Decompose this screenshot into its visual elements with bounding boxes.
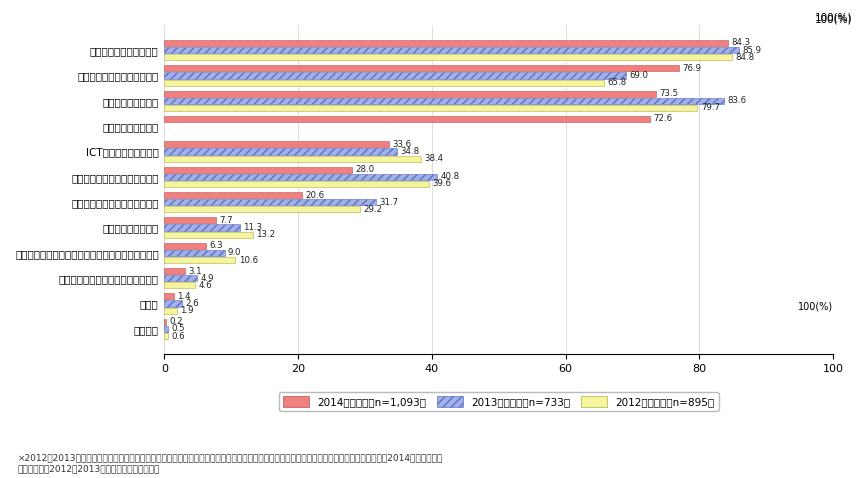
Text: ×2012、2013年度調査では「自治体の人材やノウハウ不足」を「自治体のノウハウ不足」として聞いている。選択肢「財政的に厳しいから」は2014年度調査で新
設: ×2012、2013年度調査では「自治体の人材やノウハウ不足」を「自治体のノウハ… [17,454,442,473]
Text: 31.7: 31.7 [380,198,399,206]
Bar [165,326,167,332]
Text: 100(%): 100(%) [814,15,852,25]
Text: 69.0: 69.0 [629,71,649,80]
Text: 39.6: 39.6 [433,180,452,188]
Text: 100(%): 100(%) [814,12,852,22]
Bar [165,40,728,46]
Text: 2.6: 2.6 [185,299,199,308]
Bar [165,174,437,180]
Text: 65.8: 65.8 [608,78,627,87]
Text: 76.9: 76.9 [682,64,701,73]
Bar [165,257,235,263]
Text: 13.2: 13.2 [256,230,275,239]
Bar [165,232,252,238]
Bar [165,319,166,325]
Bar [165,250,225,256]
Bar [165,268,185,274]
Bar [165,282,195,288]
Bar [165,149,397,154]
Bar [165,308,177,314]
Text: 0.2: 0.2 [169,317,183,326]
Bar [165,80,604,86]
Bar [165,65,679,71]
Bar [165,141,389,147]
Text: 7.7: 7.7 [219,216,232,225]
Bar [165,73,626,78]
Bar [165,54,732,60]
Text: 0.5: 0.5 [171,325,185,333]
Text: 38.4: 38.4 [425,154,444,163]
Bar [165,105,697,111]
Bar [165,167,352,173]
Text: 72.6: 72.6 [654,115,673,123]
Text: 84.3: 84.3 [732,39,751,47]
Text: 84.8: 84.8 [735,53,754,62]
Text: 1.9: 1.9 [180,306,194,315]
Text: 4.9: 4.9 [200,274,214,282]
Text: 3.1: 3.1 [188,267,202,275]
Text: 29.2: 29.2 [363,205,382,214]
Bar [165,301,182,306]
Text: 0.6: 0.6 [172,332,186,340]
Bar [165,47,739,53]
Bar [165,293,173,299]
Bar [165,91,656,97]
Bar [165,243,206,249]
Bar [165,98,724,104]
Bar [165,275,197,281]
Text: 9.0: 9.0 [228,249,241,257]
Bar [165,192,302,198]
Text: 6.3: 6.3 [210,241,224,250]
Text: 20.6: 20.6 [305,191,324,199]
Text: 85.9: 85.9 [742,45,761,54]
Text: 10.6: 10.6 [238,256,257,264]
Bar [165,116,650,122]
Bar [165,333,168,339]
Text: 4.6: 4.6 [199,281,212,290]
Text: 33.6: 33.6 [393,140,412,149]
Bar [165,181,429,187]
Text: 1.4: 1.4 [177,292,191,301]
Text: 11.3: 11.3 [244,223,263,232]
Text: 79.7: 79.7 [701,103,720,112]
Bar [165,217,216,223]
Text: 40.8: 40.8 [440,173,460,181]
Text: 73.5: 73.5 [659,89,679,98]
Text: 83.6: 83.6 [727,97,746,105]
Text: 100(%): 100(%) [799,302,833,312]
Bar [165,156,421,162]
Bar [165,206,360,212]
Text: 28.0: 28.0 [355,165,374,174]
Text: 34.8: 34.8 [401,147,420,156]
Bar [165,199,376,205]
Legend: 2014年度調査（n=1,093）, 2013年度調査（n=733）, 2012年度調査（n=895）: 2014年度調査（n=1,093）, 2013年度調査（n=733）, 2012… [279,392,719,411]
Bar [165,225,240,230]
